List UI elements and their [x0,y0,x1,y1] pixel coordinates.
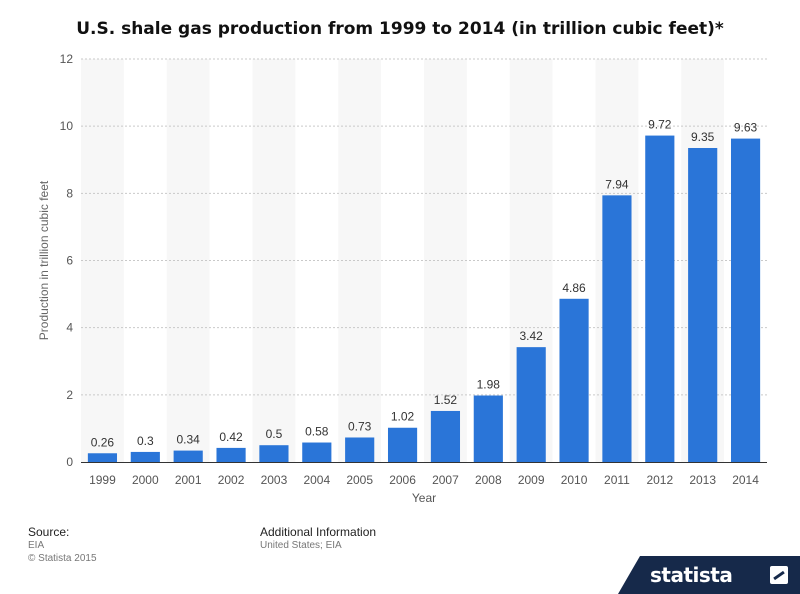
x-tick-label: 2006 [389,473,416,487]
bar [259,445,289,462]
bar-chart: 0 2 4 6 8 10 12 0.26 1999 0.3 2000 0.34 2001 0.42 2002… [37,52,767,505]
additional-info-value: United States; EIA [260,540,342,551]
data-label: 9.72 [648,118,672,132]
y-tick-label: 4 [66,321,73,335]
bar [387,427,418,462]
copyright-text: © Statista 2015 [28,553,97,564]
data-label: 0.5 [266,427,283,441]
bar [430,410,461,462]
data-label: 0.26 [91,435,115,449]
y-tick-label: 2 [66,388,73,402]
statista-logo-icon [770,566,788,584]
x-tick-label: 2001 [175,473,202,487]
data-label: 0.34 [177,433,201,447]
data-label: 0.3 [137,434,154,448]
statista-brand[interactable]: statista [618,556,800,594]
additional-info-heading: Additional Information [260,525,377,539]
y-tick-label: 6 [66,254,73,268]
bar [559,298,589,462]
x-axis-title: Year [412,491,436,505]
bar [473,395,503,462]
x-tick-label: 2000 [132,473,159,487]
bar [688,147,718,462]
x-tick-label: 2010 [561,473,588,487]
data-label: 3.42 [520,329,544,343]
source-heading: Source: [28,525,70,539]
bar [516,347,546,462]
y-tick-label: 8 [66,186,73,200]
x-tick-label: 2005 [346,473,373,487]
source-value: EIA [28,540,45,551]
bar [130,451,160,462]
bar [302,442,332,462]
chart-title: U.S. shale gas production from 1999 to 2… [76,19,724,39]
x-tick-label: 2007 [432,473,459,487]
data-label: 9.35 [691,130,715,144]
x-tick-label: 2008 [475,473,502,487]
bar [87,453,118,462]
bar [173,450,203,462]
data-label: 1.98 [477,378,501,392]
x-tick-label: 2004 [303,473,330,487]
x-tick-label: 2013 [689,473,716,487]
x-tick-label: 2003 [261,473,288,487]
y-axis-title: Production in trillion cubic feet [37,180,51,340]
data-label: 4.86 [562,281,586,295]
x-tick-label: 1999 [89,473,116,487]
x-tick-label: 2014 [732,473,759,487]
y-tick-label: 10 [60,119,74,133]
y-tick-label: 12 [60,52,74,66]
x-tick-label: 2012 [646,473,673,487]
data-label: 1.02 [391,410,415,424]
bar [730,138,761,462]
bar [216,447,246,462]
data-label: 0.58 [305,425,329,439]
bar [345,437,375,462]
bar [602,195,632,462]
bar [645,135,675,462]
x-tick-label: 2009 [518,473,545,487]
data-label: 0.42 [219,430,243,444]
y-tick-label: 0 [66,455,73,469]
data-label: 0.73 [348,419,372,433]
x-tick-label: 2002 [218,473,245,487]
x-tick-label: 2011 [604,473,630,487]
brand-name: statista [650,563,733,587]
data-label: 9.63 [734,121,758,135]
data-label: 7.94 [605,177,629,191]
data-label: 1.52 [434,393,458,407]
